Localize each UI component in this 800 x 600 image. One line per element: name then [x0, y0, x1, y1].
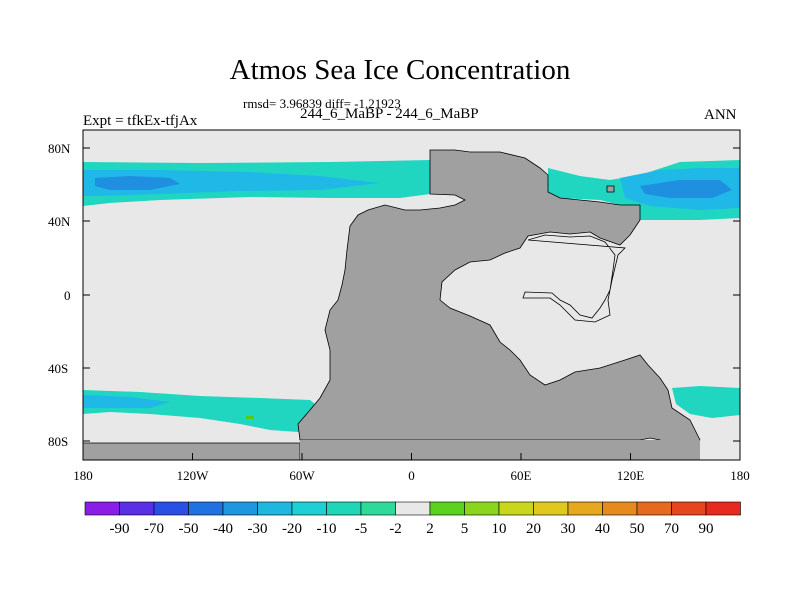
colorbar-label: -30: [248, 521, 268, 537]
map-title: Atmos Sea Ice Concentration: [229, 54, 571, 86]
colorbar-label: 70: [664, 521, 679, 537]
latitude-axis: 80N 40N 0 40S 80S: [48, 141, 740, 449]
lat-tick-label: 40N: [48, 214, 71, 229]
lat-tick-label: 0: [64, 288, 71, 303]
colorbar-swatch: [360, 501, 396, 516]
colorbar-label: -40: [213, 521, 233, 537]
colorbar-swatch: [395, 501, 431, 516]
colorbar-swatch: [429, 501, 465, 516]
colorbar-swatch: [222, 501, 258, 516]
lat-tick-label: 80S: [48, 434, 68, 449]
colorbar-swatch: [498, 501, 534, 516]
colorbar-label: 20: [526, 521, 541, 537]
lon-tick-label: 180: [73, 468, 93, 483]
lon-tick-label: 60E: [511, 468, 532, 483]
lon-tick-label: 180: [730, 468, 750, 483]
case-label: 244_6_MaBP - 244_6_MaBP: [300, 106, 479, 122]
lon-tick-label: 120W: [177, 468, 210, 483]
colorbar-swatch: [153, 501, 189, 516]
colorbar-label: -20: [282, 521, 302, 537]
colorbar-label: 90: [699, 521, 714, 537]
colorbar: -90 -70 -50 -40 -30 -20 -10 -5 -2 2 5 10 20 30 40 50 70 9…: [84, 501, 741, 537]
colorbar-swatch: [257, 501, 293, 516]
colorbar-swatch: [291, 501, 327, 516]
colorbar-swatch: [464, 501, 500, 516]
experiment-label: Expt = tfkEx-tfjAx: [83, 113, 198, 129]
colorbar-swatch: [533, 501, 569, 516]
lon-tick-label: 0: [408, 468, 415, 483]
colorbar-label: 2: [426, 521, 434, 537]
colorbar-label: -50: [179, 521, 199, 537]
south-ice-band-west-core: [83, 395, 170, 408]
colorbar-swatch: [671, 501, 707, 516]
colorbar-label: -70: [144, 521, 164, 537]
lat-tick-label: 40S: [48, 361, 68, 376]
colorbar-swatch: [602, 501, 638, 516]
colorbar-label: -5: [355, 521, 368, 537]
colorbar-swatch: [188, 501, 224, 516]
colorbar-swatch: [705, 501, 741, 516]
colorbar-swatch: [84, 501, 120, 516]
colorbar-swatch: [636, 501, 672, 516]
lat-tick-label: 80N: [48, 141, 71, 156]
colorbar-swatch: [567, 501, 603, 516]
colorbar-label: 5: [461, 521, 469, 537]
colorbar-swatch: [119, 501, 155, 516]
longitude-axis: 180 120W 60W 0 60E 120E 180: [73, 453, 750, 483]
colorbar-label: -2: [389, 521, 402, 537]
south-ice-band-east: [672, 386, 740, 418]
lon-tick-label: 60W: [289, 468, 315, 483]
north-ice-band-west-strong: [95, 176, 180, 190]
south-small-patch: [246, 416, 254, 419]
colorbar-label: 40: [595, 521, 610, 537]
colorbar-label: -90: [110, 521, 130, 537]
land-mass-supercontinent: [297, 149, 701, 446]
colorbar-label: 30: [561, 521, 576, 537]
rmsd-diff-stats: rmsd= 3.96839 diff= -1.21923: [243, 96, 401, 111]
colorbar-label: -10: [317, 521, 337, 537]
season-label: ANN: [704, 107, 737, 123]
land-northern-island: [606, 185, 615, 193]
north-ice-band-west-core: [83, 170, 380, 196]
north-ice-band-east-strong: [640, 180, 732, 198]
land-southern-strip: [82, 442, 301, 461]
land-inland-sea: [522, 234, 626, 323]
colorbar-label: 10: [492, 521, 507, 537]
colorbar-label: 50: [630, 521, 645, 537]
lon-tick-label: 120E: [617, 468, 645, 483]
colorbar-swatch: [326, 501, 362, 516]
land-antarctic-coast: [300, 440, 700, 460]
